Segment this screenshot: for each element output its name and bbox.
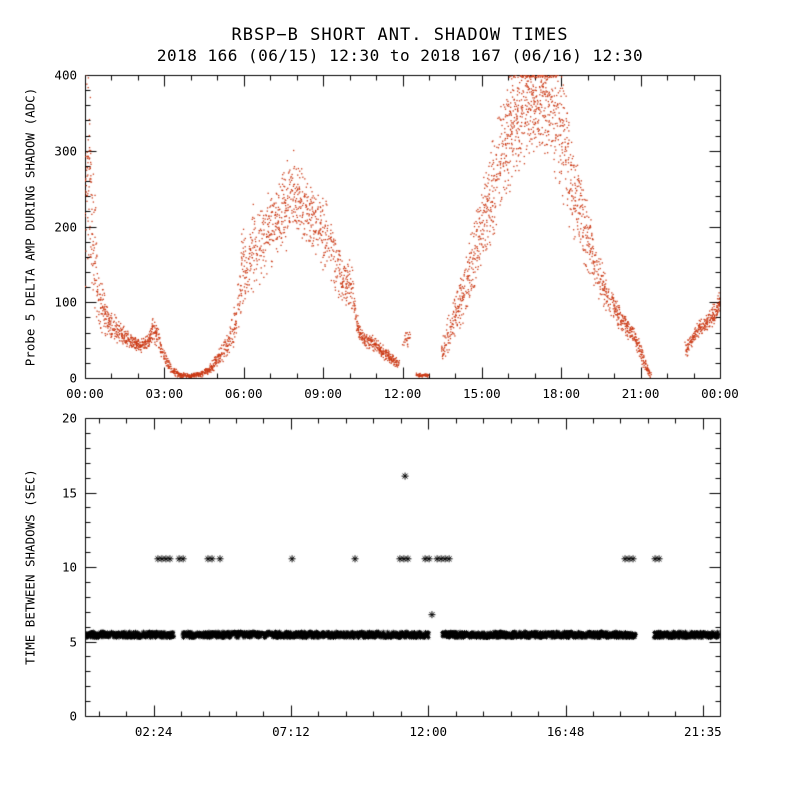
bottom-y-tick-label: 20 bbox=[61, 410, 77, 426]
top-y-tick-label: 300 bbox=[54, 143, 77, 159]
top-x-tick-label: 00:00 bbox=[701, 386, 739, 401]
top-x-tick-label: 03:00 bbox=[145, 386, 184, 401]
bottom-x-tick-label: 12:00 bbox=[409, 724, 448, 739]
top-x-tick-label: 18:00 bbox=[542, 386, 581, 401]
top-x-tick-label: 12:00 bbox=[383, 386, 422, 401]
bottom-x-tick-label: 02:24 bbox=[134, 724, 173, 739]
chart-title: RBSP−B SHORT ANT. SHADOW TIMES bbox=[231, 25, 569, 45]
bottom-x-tick-label: 07:12 bbox=[272, 724, 310, 739]
top-x-tick-label: 00:00 bbox=[66, 386, 104, 401]
top-y-axis-label: Probe 5 DELTA AMP DURING SHADOW (ADC) bbox=[22, 87, 38, 367]
bottom-y-axis-label: TIME BETWEEN SHADOWS (SEC) bbox=[22, 469, 38, 665]
bottom-y-tick-label: 5 bbox=[69, 634, 77, 649]
top-y-tick-label: 400 bbox=[54, 67, 77, 83]
bottom-y-tick-label: 0 bbox=[69, 708, 77, 724]
top-x-tick-label: 09:00 bbox=[304, 386, 342, 401]
top-y-tick-label: 100 bbox=[54, 294, 77, 310]
chart-subtitle: 2018 166 (06/15) 12:30 to 2018 167 (06/1… bbox=[156, 46, 644, 65]
top-x-tick-label: 15:00 bbox=[463, 386, 501, 401]
top-x-tick-label: 21:00 bbox=[621, 386, 660, 401]
top-y-tick-label: 200 bbox=[54, 219, 77, 234]
bottom-x-tick-label: 16:48 bbox=[546, 724, 585, 739]
bottom-x-tick-label: 21:35 bbox=[684, 724, 722, 739]
bottom-y-tick-label: 15 bbox=[61, 485, 77, 500]
top-x-tick-label: 06:00 bbox=[224, 386, 263, 401]
bottom-y-tick-label: 10 bbox=[61, 559, 77, 575]
top-y-tick-label: 0 bbox=[69, 370, 77, 386]
